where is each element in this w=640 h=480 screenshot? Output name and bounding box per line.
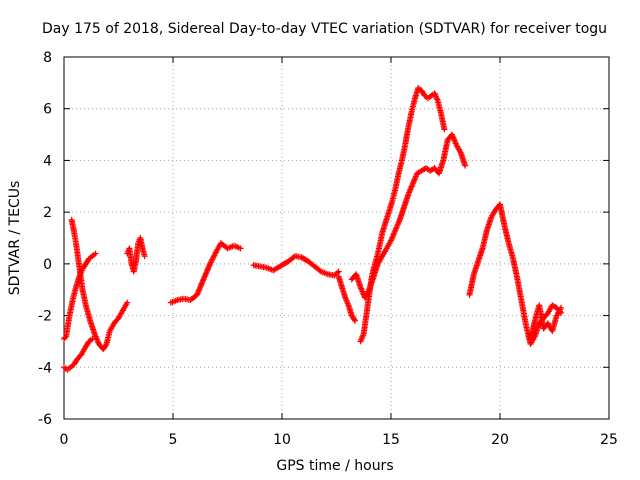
chart-title: Day 175 of 2018, Sidereal Day-to-day VTE… [42,21,607,37]
y-tick-label: -4 [38,360,52,376]
y-tick-labels: -6 -4 -2 0 2 4 6 8 [38,50,52,428]
series-segment-i [348,131,469,301]
plot-frame [63,56,610,420]
series-segment-g [335,273,359,324]
series-segment-c [68,216,131,353]
y-tick-label: 4 [43,153,52,169]
x-tick-label: 25 [600,432,618,448]
series-markers [527,302,565,342]
x-axis-label: GPS time / hours [276,458,393,474]
x-tick-label: 0 [60,432,69,448]
series-markers [167,240,244,306]
axis-ticks [63,56,610,420]
series-segment-d [124,235,148,275]
grid [64,57,609,419]
y-tick-label: 6 [43,102,52,118]
x-tick-label: 20 [491,432,509,448]
series-markers [61,335,96,373]
x-tick-labels: 0 5 10 15 20 25 [60,432,618,448]
y-tick-label: 0 [43,257,52,273]
series-segment-k [527,302,565,342]
x-tick-label: 10 [273,432,291,448]
x-tick-label: 5 [169,432,178,448]
y-tick-label: 2 [43,205,52,221]
data-series [61,85,565,373]
series-segment-b [61,335,96,373]
y-tick-label: -2 [38,309,52,325]
y-axis-label: SDTVAR / TECUs [7,181,23,296]
series-segment-f [250,253,342,279]
series-segment-j [466,201,565,348]
x-tick-label: 15 [382,432,400,448]
series-markers [335,273,359,324]
series-segment-e [167,240,244,306]
series-markers [250,253,342,279]
y-tick-label: -6 [38,412,52,428]
series-markers [348,131,469,301]
y-tick-label: 8 [43,50,52,66]
series-markers [124,235,148,275]
